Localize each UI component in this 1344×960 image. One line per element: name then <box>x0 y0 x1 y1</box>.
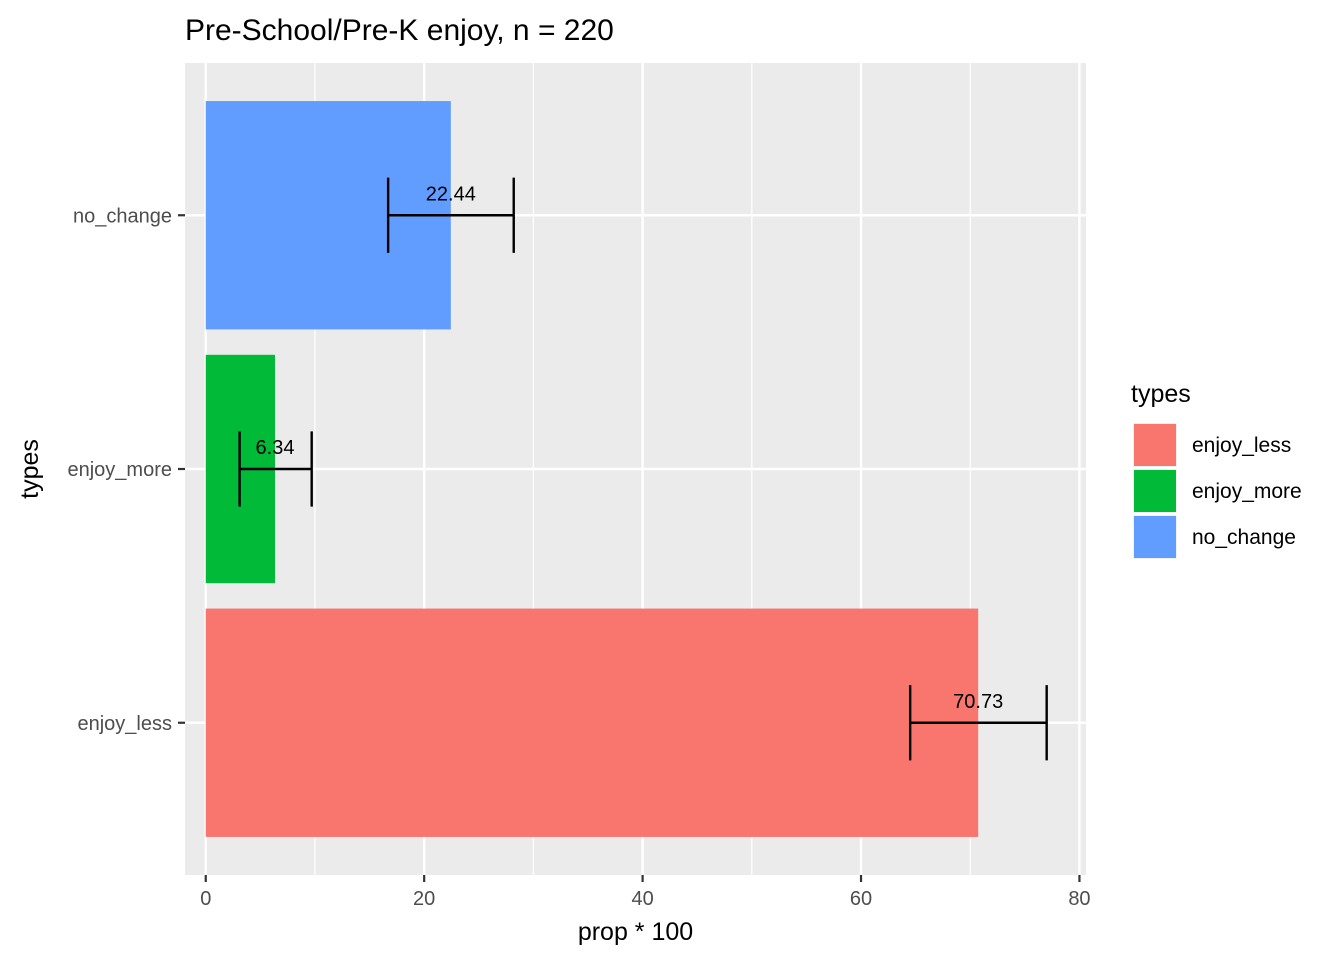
y-tick-label-no_change: no_change <box>73 205 172 227</box>
y-tick-label-enjoy_less: enjoy_less <box>77 713 172 735</box>
x-axis-title: prop * 100 <box>578 918 693 946</box>
data-label-enjoy_more: 6.34 <box>256 437 295 459</box>
y-axis: enjoy_less enjoy_more no_change <box>67 205 185 735</box>
x-tick-label: 0 <box>200 888 211 910</box>
legend-swatch-enjoy_more <box>1134 470 1176 512</box>
x-tick-label: 60 <box>850 888 872 910</box>
x-tick-label: 80 <box>1068 888 1090 910</box>
y-axis-title: types <box>16 439 44 499</box>
legend: types enjoy_less enjoy_more no_change <box>1131 380 1302 559</box>
y-tick-label-enjoy_more: enjoy_more <box>67 459 172 481</box>
x-tick-label: 20 <box>413 888 435 910</box>
bars <box>205 101 979 837</box>
legend-label-no_change: no_change <box>1192 526 1296 549</box>
x-tick-label: 40 <box>631 888 653 910</box>
data-label-no_change: 22.44 <box>426 183 476 205</box>
chart-title: Pre-School/Pre-K enjoy, n = 220 <box>185 14 614 47</box>
legend-title: types <box>1131 380 1191 408</box>
data-label-enjoy_less: 70.73 <box>953 691 1003 713</box>
error-bars <box>238 177 1048 761</box>
data-labels: 70.73 6.34 22.44 <box>256 183 1004 713</box>
x-axis: 0 20 40 60 80 <box>200 875 1091 910</box>
legend-label-enjoy_less: enjoy_less <box>1192 434 1291 457</box>
legend-label-enjoy_more: enjoy_more <box>1192 480 1302 503</box>
bar-enjoy_less <box>205 608 979 837</box>
legend-swatch-enjoy_less <box>1134 424 1176 466</box>
legend-swatch-no_change <box>1134 516 1176 558</box>
